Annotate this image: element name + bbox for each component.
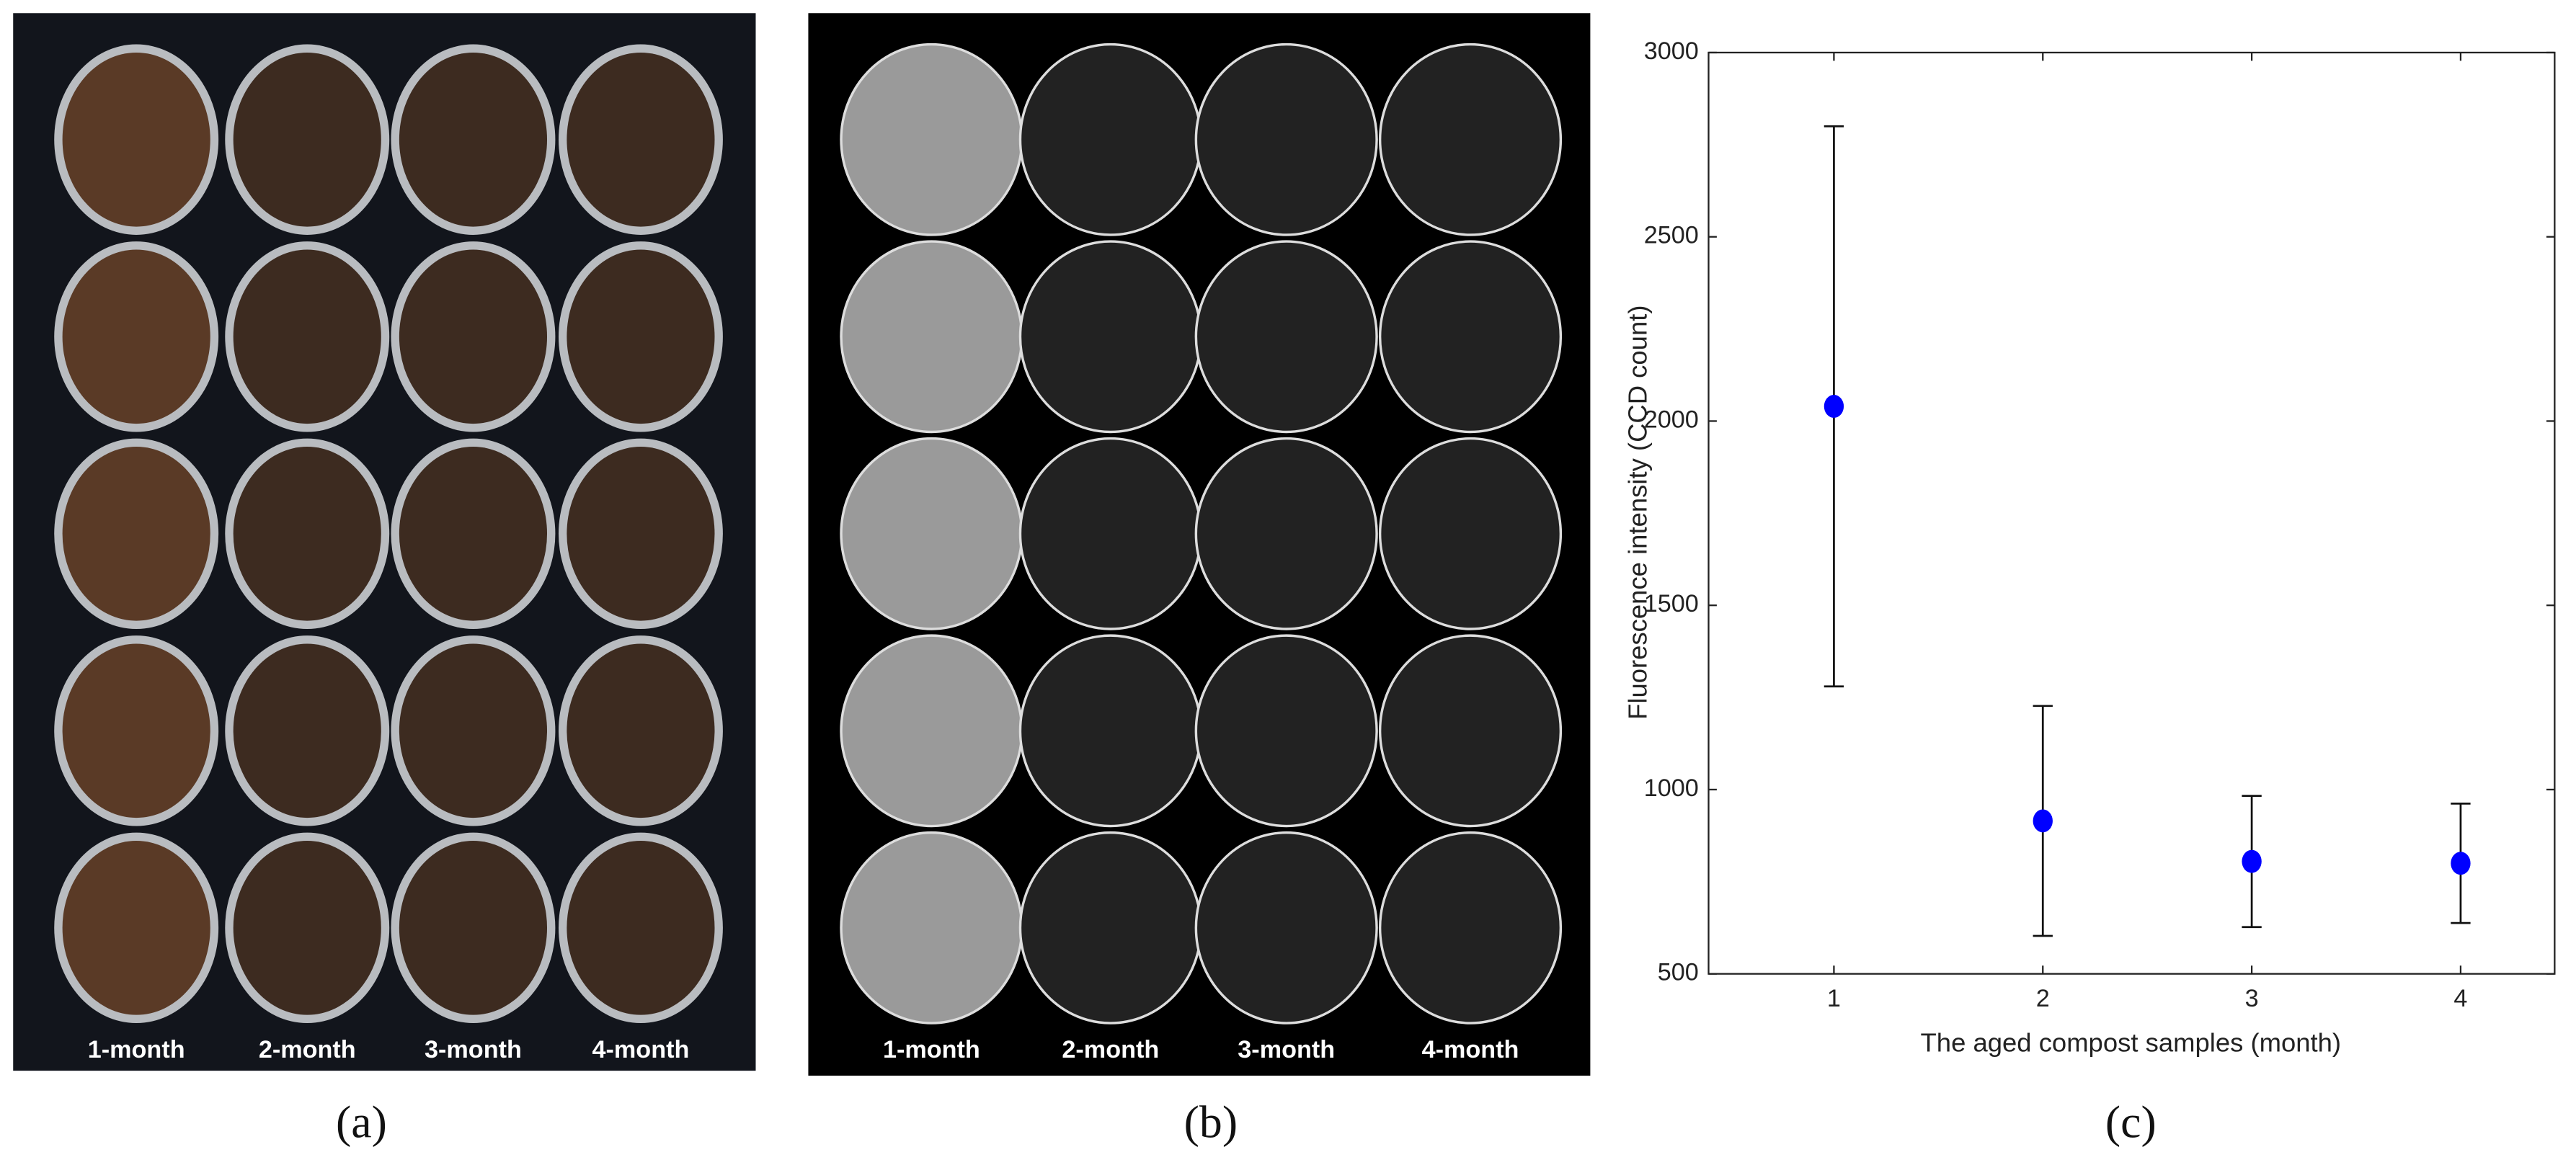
x-tick-label: 1 — [1827, 985, 1841, 1012]
panel-label: (a) — [336, 1096, 387, 1147]
compost — [62, 52, 210, 227]
well — [840, 831, 1023, 1025]
point — [2242, 849, 2262, 873]
photo-wells — [54, 43, 1563, 1025]
compost — [399, 52, 548, 227]
compost — [62, 643, 210, 818]
compost — [567, 249, 715, 424]
well — [840, 634, 1023, 828]
column-label: 4-month — [592, 1036, 690, 1063]
compost — [233, 52, 381, 227]
compost — [399, 841, 548, 1015]
compost — [233, 446, 381, 621]
well — [1018, 437, 1202, 630]
compost — [567, 446, 715, 621]
column-label: 2-month — [259, 1036, 356, 1063]
well — [840, 240, 1023, 434]
well — [1194, 831, 1378, 1025]
well — [840, 43, 1023, 236]
x-tick-label: 2 — [2036, 985, 2050, 1012]
well — [1018, 634, 1202, 828]
column-label: 4-month — [1422, 1036, 1519, 1063]
point — [2033, 809, 2053, 833]
y-tick-label: 1000 — [1644, 775, 1699, 802]
point — [1824, 395, 1844, 418]
column-label: 3-month — [1238, 1036, 1335, 1063]
compost — [62, 841, 210, 1015]
y-axis-label: Fluorescence intensity (CCD count) — [1622, 305, 1652, 719]
point — [2451, 852, 2471, 875]
compost — [567, 643, 715, 818]
x-tick-label: 3 — [2245, 985, 2259, 1012]
well — [1378, 43, 1563, 236]
well — [1194, 240, 1378, 434]
well — [1378, 437, 1563, 630]
well — [1018, 240, 1202, 434]
y-tick-label: 2000 — [1644, 406, 1699, 433]
compost — [233, 643, 381, 818]
y-tick-label: 500 — [1658, 959, 1699, 986]
well — [840, 437, 1023, 630]
compost — [399, 643, 548, 818]
well — [1194, 437, 1378, 630]
well — [1194, 634, 1378, 828]
well — [1018, 831, 1202, 1025]
well — [1378, 634, 1563, 828]
panel-label: (b) — [1184, 1096, 1238, 1147]
compost — [233, 249, 381, 424]
column-label: 1-month — [883, 1036, 980, 1063]
compost — [233, 841, 381, 1015]
compost — [62, 249, 210, 424]
x-axis-label: The aged compost samples (month) — [1921, 1027, 2342, 1057]
column-label: 3-month — [425, 1036, 522, 1063]
plot-frame — [1707, 51, 2556, 975]
y-tick-label: 3000 — [1644, 37, 1699, 65]
x-tick-label: 4 — [2453, 985, 2467, 1012]
y-tick-label: 2500 — [1644, 222, 1699, 249]
compost — [567, 52, 715, 227]
panel-label: (c) — [2105, 1096, 2157, 1147]
compost — [399, 446, 548, 621]
compost — [62, 446, 210, 621]
well — [1018, 43, 1202, 236]
well — [1378, 240, 1563, 434]
well — [1378, 831, 1563, 1025]
y-tick-label: 1500 — [1644, 590, 1699, 617]
column-label: 2-month — [1062, 1036, 1159, 1063]
column-label: 1-month — [88, 1036, 185, 1063]
well — [1194, 43, 1378, 236]
compost — [567, 841, 715, 1015]
compost — [399, 249, 548, 424]
